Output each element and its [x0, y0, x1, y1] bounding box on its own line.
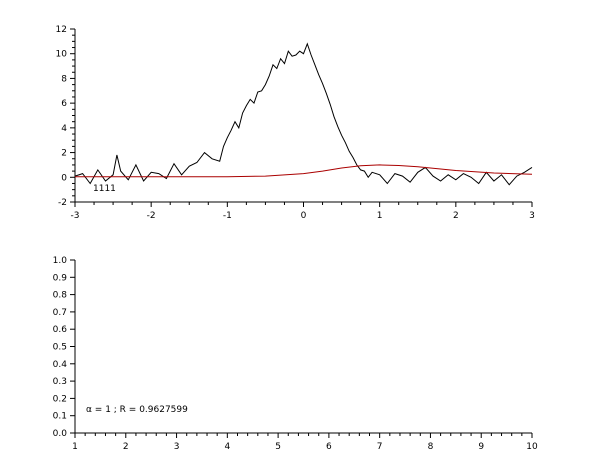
data-series-line [74, 42, 533, 186]
x-tick-label: -3 [71, 211, 80, 221]
y-tick-label: 0.3 [53, 377, 67, 387]
y-tick-label: 0.1 [53, 412, 67, 422]
y-tick-label: 6 [61, 99, 67, 109]
y-tick-label: 2 [61, 149, 67, 159]
x-tick-label: -1 [223, 211, 232, 221]
x-tick-label: 1 [377, 211, 383, 221]
x-tick-label: 0 [301, 211, 307, 221]
x-tick-label: 6 [326, 442, 332, 452]
y-tick-label: 0 [61, 173, 67, 183]
x-tick-label: 2 [123, 442, 129, 452]
y-tick-label: 10 [56, 50, 68, 60]
x-tick-label: 3 [174, 442, 180, 452]
y-tick-label: 0.0 [53, 429, 68, 439]
y-tick-label: 0.4 [53, 360, 68, 370]
fit-curve-line [75, 164, 533, 178]
y-tick-label: 0.8 [53, 291, 68, 301]
y-tick-label: -2 [58, 198, 67, 208]
y-tick-label: 1.0 [53, 256, 68, 266]
x-tick-label: 9 [478, 442, 484, 452]
y-tick-label: 0.2 [53, 394, 67, 404]
x-tick-label: 10 [526, 442, 538, 452]
x-tick-label: -2 [147, 211, 156, 221]
y-tick-label: 8 [61, 74, 67, 84]
x-tick-label: 3 [529, 211, 535, 221]
x-tick-label: 7 [377, 442, 383, 452]
y-tick-label: 0.6 [53, 325, 68, 335]
y-tick-label: 0.9 [53, 273, 68, 283]
y-tick-label: 0.5 [53, 343, 67, 353]
x-tick-label: 1 [72, 442, 78, 452]
x-tick-label: 8 [428, 442, 434, 452]
x-tick-label: 5 [275, 442, 281, 452]
x-tick-label: 4 [224, 442, 230, 452]
y-tick-label: 0.7 [53, 308, 67, 318]
y-tick-label: 12 [56, 25, 67, 35]
x-tick-label: 2 [453, 211, 459, 221]
y-tick-label: 4 [61, 124, 67, 134]
plot-annotation: α = 1 ; R = 0.9627599 [86, 405, 188, 415]
bottom-plot: 0.0 0.1 0.2 0.3 0.4 0.5 0.6 0.7 0.8 0.9 1.0 1 2 3 4 5 6 7… [53, 256, 538, 452]
plot-annotation: 1111 [93, 184, 116, 194]
